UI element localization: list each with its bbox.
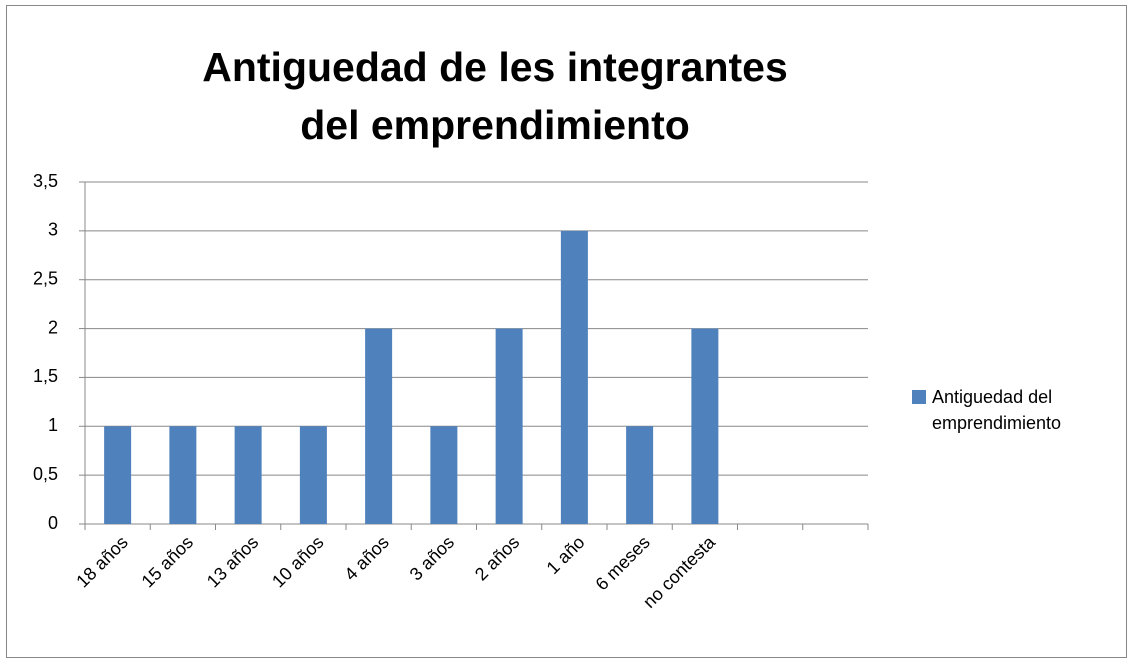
bar [234,426,262,524]
legend-swatch [912,390,926,404]
y-tick-label: 2 [48,317,58,337]
y-tick-label: 1 [48,415,58,435]
bar [495,328,523,524]
y-tick-label: 0,5 [33,464,58,484]
bar [626,426,654,524]
y-tick-label: 3,5 [33,171,58,191]
y-tick-label: 3 [48,220,58,240]
bar [691,328,719,524]
bar [169,426,197,524]
bar [365,328,393,524]
bar [430,426,458,524]
bar [560,230,588,524]
legend-label: Antiguedad del emprendimiento [932,387,1062,433]
y-tick-label: 2,5 [33,268,58,288]
y-tick-label: 0 [48,513,58,533]
chart-title: Antiguedad de les integrantes del empren… [202,44,788,148]
y-tick-label: 1,5 [33,366,58,386]
bar [104,426,132,524]
bar [299,426,327,524]
